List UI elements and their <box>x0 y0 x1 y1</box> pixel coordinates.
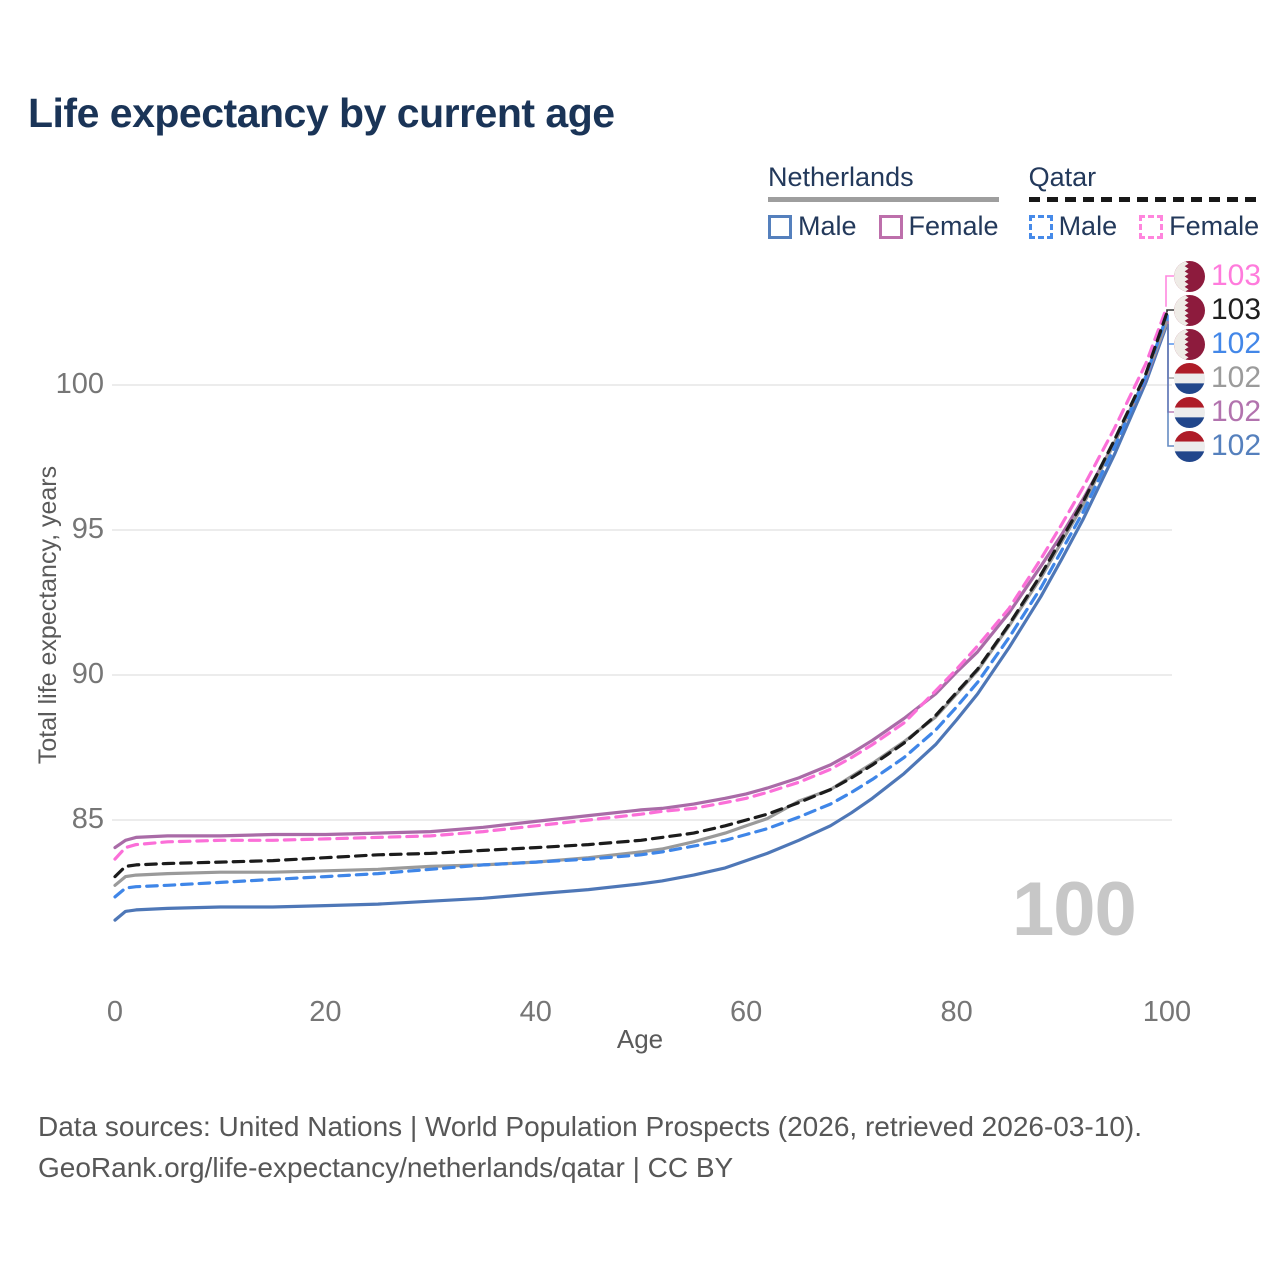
end-label-value: 102 <box>1211 327 1262 360</box>
legend-item-label: Male <box>1058 211 1118 241</box>
y-tick-label-90: 90 <box>71 658 104 690</box>
end-label-row: 102 <box>1174 361 1261 395</box>
y-tick-label-85: 85 <box>71 803 104 835</box>
netherlands-flag-icon <box>1174 430 1205 462</box>
x-tick-label-40: 40 <box>519 996 552 1028</box>
page-title: Life expectancy by current age <box>28 90 615 136</box>
legend-swatch-icon <box>878 214 903 239</box>
end-label-row: 102 <box>1174 429 1261 463</box>
leader-line <box>1166 309 1174 313</box>
y-tick-label-95: 95 <box>71 513 104 545</box>
legend-item-netherlands-male[interactable]: Male <box>768 211 857 242</box>
legend-group-netherlands: Netherlands Male Female <box>768 162 999 242</box>
legend-item-label: Female <box>1169 211 1260 241</box>
qatar-flag-icon <box>1174 294 1205 326</box>
netherlands-flag-icon <box>1174 396 1205 428</box>
legend-swatch-icon <box>768 214 792 239</box>
y-axis-title: Total life expectancy, years <box>34 465 62 765</box>
leader-line <box>1165 275 1174 307</box>
legend-country-label: Netherlands <box>768 162 914 192</box>
end-label-value: 102 <box>1211 361 1262 394</box>
qatar-flag-icon <box>1174 328 1205 360</box>
legend: Netherlands Male Female Qatar Male Female <box>768 162 1260 242</box>
end-label-row: 103 <box>1174 259 1261 293</box>
legend-item-netherlands-female[interactable]: Female <box>878 211 999 242</box>
x-axis-title: Age <box>616 1024 664 1054</box>
end-label-value: 102 <box>1211 395 1262 428</box>
end-label-row: 102 <box>1174 327 1261 361</box>
series-line-netherlands-female <box>113 319 1169 850</box>
x-tick-label-20: 20 <box>309 996 342 1028</box>
legend-group-qatar: Qatar Male Female <box>1028 162 1260 242</box>
series-line-qatar-female <box>113 305 1169 861</box>
end-label-value: 102 <box>1211 429 1262 462</box>
series-line-netherlands-male <box>113 322 1169 922</box>
y-tick-label-100: 100 <box>55 368 104 400</box>
end-labels: 103 103 102 102 102 102 <box>1174 259 1261 463</box>
end-label-value: 103 <box>1211 259 1262 292</box>
x-tick-label-80: 80 <box>940 996 973 1028</box>
legend-item-qatar-female[interactable]: Female <box>1139 211 1259 242</box>
qatar-flag-icon <box>1174 260 1205 292</box>
x-tick-label-60: 60 <box>730 996 763 1028</box>
legend-linestyle-sample <box>1028 197 1260 202</box>
footer: Data sources: United Nations | World Pop… <box>38 1106 1142 1188</box>
legend-swatch-icon <box>1028 214 1053 239</box>
legend-item-qatar-male[interactable]: Male <box>1028 211 1118 242</box>
x-tick-label-100: 100 <box>1142 996 1192 1028</box>
end-label-row: 102 <box>1174 395 1261 429</box>
age-watermark: 100 <box>1012 867 1137 952</box>
legend-country-label: Qatar <box>1028 162 1097 192</box>
end-label-value: 103 <box>1211 293 1262 326</box>
series-line-netherlands-both <box>113 319 1169 887</box>
legend-item-label: Female <box>908 211 999 241</box>
netherlands-flag-icon <box>1174 362 1205 394</box>
legend-item-label: Male <box>798 211 857 241</box>
attribution-line: GeoRank.org/life-expectancy/netherlands/… <box>38 1152 734 1183</box>
series-line-qatar-male <box>113 313 1169 899</box>
x-tick-label-0: 0 <box>106 996 124 1028</box>
data-source-line: Data sources: United Nations | World Pop… <box>38 1111 1143 1142</box>
end-label-row: 103 <box>1174 293 1261 327</box>
series-line-qatar-both <box>113 310 1169 879</box>
legend-swatch-icon <box>1139 214 1164 239</box>
leader-line <box>1167 324 1174 447</box>
legend-linestyle-sample <box>768 197 999 202</box>
